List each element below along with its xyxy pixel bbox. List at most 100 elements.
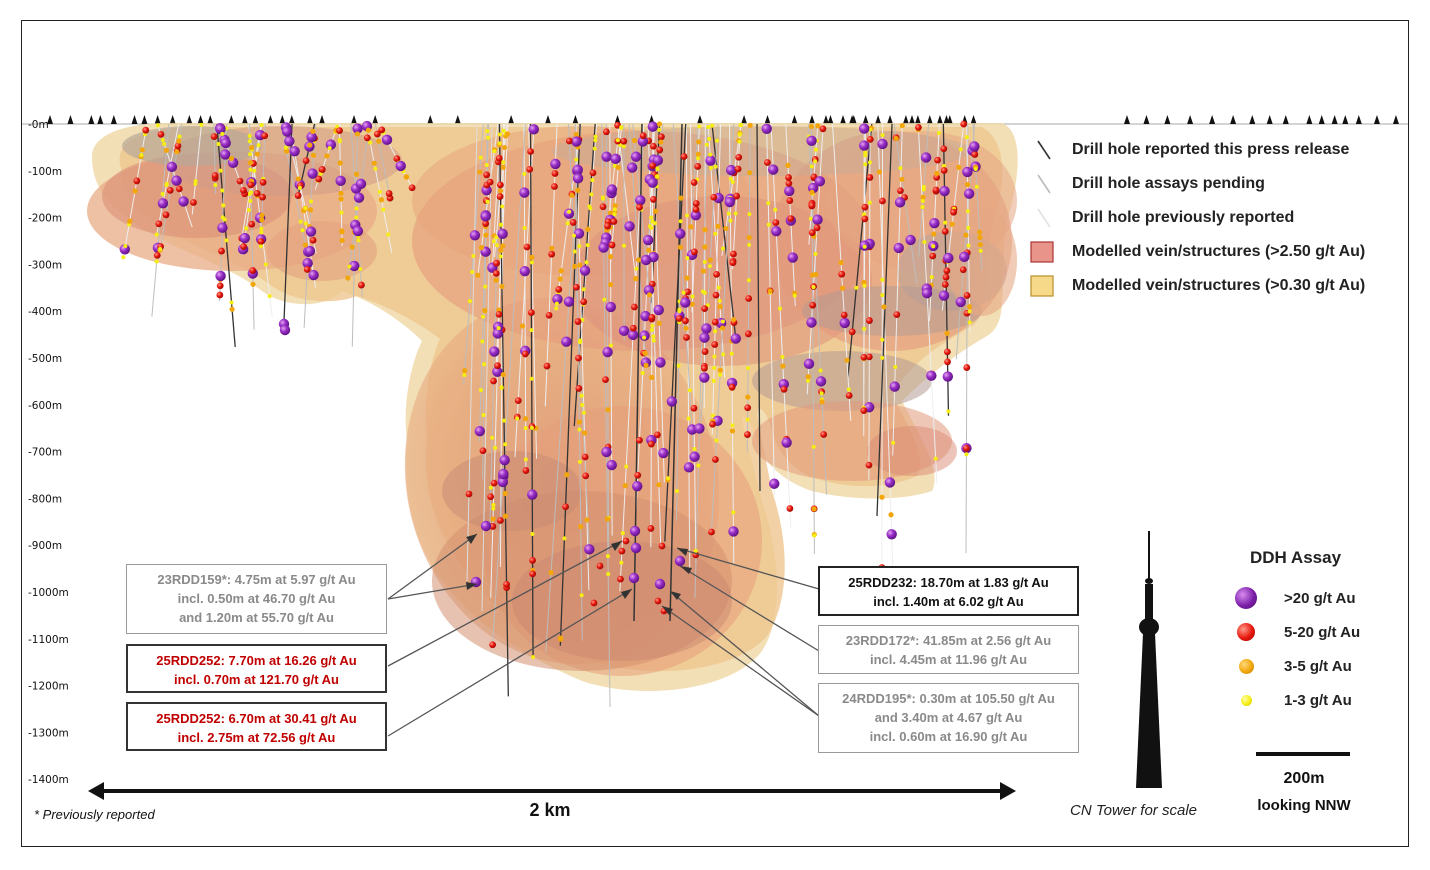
tree-icon — [544, 115, 551, 124]
assay-1-3 — [486, 135, 491, 140]
assay-1-3 — [256, 143, 261, 148]
assay-3-5 — [888, 512, 894, 518]
assay-5-20 — [599, 203, 607, 211]
assay-3-5 — [696, 139, 702, 145]
assay-5-20 — [848, 328, 856, 336]
assay-1-3 — [812, 533, 817, 538]
assay-1-3 — [493, 445, 498, 450]
drill-hole — [466, 125, 478, 582]
tree-icon — [936, 115, 943, 124]
assay-5-20 — [166, 186, 174, 194]
assay-1-3 — [746, 278, 751, 283]
assay-3-5 — [607, 254, 614, 260]
assay-5-20 — [710, 193, 718, 201]
assay-1-3 — [647, 224, 652, 229]
assay-5-20 — [650, 142, 657, 150]
assay-3-5 — [658, 139, 664, 145]
assay-5-20 — [602, 376, 609, 384]
assay-1-3 — [920, 199, 925, 204]
assay-1-3 — [729, 351, 734, 356]
assay-5-20 — [589, 169, 597, 177]
tree-icon — [970, 115, 977, 124]
assay-3-5 — [295, 176, 302, 182]
assay-1-3 — [373, 166, 378, 171]
assay-5-20 — [786, 197, 794, 204]
callout-line: incl. 0.60m at 16.90 g/t Au — [869, 729, 1028, 744]
assay-5-20 — [654, 597, 662, 605]
tree-icon — [1331, 115, 1338, 124]
assay-1-3 — [707, 136, 712, 141]
assay-5-20 — [363, 134, 371, 142]
tree-icon — [850, 115, 857, 124]
assay-1-3 — [880, 355, 885, 360]
tree-icon — [252, 115, 259, 124]
assay-1-3 — [193, 179, 198, 184]
assay-5-20 — [785, 174, 792, 181]
drill-hole — [756, 123, 761, 492]
assay-gt20 — [884, 477, 896, 488]
assay-gt20 — [814, 176, 826, 187]
assay-gt20 — [894, 197, 906, 208]
assay-5-20 — [503, 580, 510, 588]
assay-1-3 — [562, 536, 567, 541]
tree-icon — [1318, 115, 1325, 124]
assay-gt20 — [492, 366, 503, 377]
drill-hole — [492, 123, 526, 647]
drill-hole — [868, 123, 871, 480]
assay-5-20 — [729, 259, 737, 267]
drill-hole — [703, 123, 706, 409]
assay-gt20 — [806, 135, 817, 146]
drill-hole — [689, 123, 697, 564]
assay-3-5 — [519, 323, 526, 329]
assay-3-5 — [615, 164, 621, 170]
assay-5-20 — [294, 192, 302, 199]
assay-gt20 — [675, 228, 686, 239]
callout-line: 24RDD195*: 0.30m at 105.50 g/t Au — [842, 691, 1055, 706]
assay-3-5 — [497, 188, 504, 194]
scale-bar — [1256, 752, 1350, 756]
assay-gt20 — [550, 158, 561, 170]
assay-5-20 — [240, 243, 247, 250]
assay-5-20 — [548, 250, 556, 258]
callout-24RDD195: 24RDD195*: 0.30m at 105.50 g/t Au and 3.… — [818, 683, 1079, 753]
assay-3-5 — [689, 301, 695, 307]
tree-icon — [862, 115, 869, 124]
assay-5-20 — [514, 397, 522, 404]
drill-hole — [877, 123, 894, 566]
assay-1-3 — [609, 343, 614, 348]
assay-3-5 — [500, 371, 506, 378]
assay-3-5 — [475, 272, 481, 278]
assay-5-20 — [489, 641, 497, 649]
assay-3-5 — [307, 142, 313, 148]
assay-gt20 — [308, 269, 319, 281]
assay-gt20 — [962, 166, 973, 178]
assay-1-3 — [893, 365, 898, 370]
assay-5-20 — [465, 490, 473, 498]
assay-1-3 — [501, 160, 506, 165]
assay-gt20 — [699, 332, 710, 343]
assay-1-3 — [862, 212, 867, 217]
assay-gt20 — [652, 155, 664, 166]
assay-gt20 — [627, 329, 639, 341]
assay-5-20 — [302, 157, 310, 165]
assay-1-3 — [612, 207, 617, 212]
assay-3-5 — [815, 123, 821, 129]
assay-1-3 — [747, 242, 752, 247]
callout-line: 25RDD252: 6.70m at 30.41 g/t Au — [156, 711, 357, 726]
assay-3-5 — [353, 171, 360, 177]
assay-3-5 — [176, 138, 182, 144]
assay-5-20 — [303, 266, 311, 273]
assay-1-3 — [650, 219, 655, 224]
assay-1-3 — [642, 335, 647, 340]
assay-5-20 — [963, 364, 971, 371]
assay-5-20 — [492, 269, 500, 277]
assay-1-3 — [300, 228, 305, 233]
tree-icon — [1282, 115, 1289, 124]
depth-tick-label: -1000m — [28, 587, 69, 599]
assay-1-3 — [862, 244, 867, 249]
assay-5-20 — [820, 431, 828, 438]
assay-1-3 — [492, 149, 497, 154]
assay-1-3 — [811, 285, 816, 290]
assay-5-20 — [860, 353, 868, 361]
tree-icon — [508, 115, 515, 124]
